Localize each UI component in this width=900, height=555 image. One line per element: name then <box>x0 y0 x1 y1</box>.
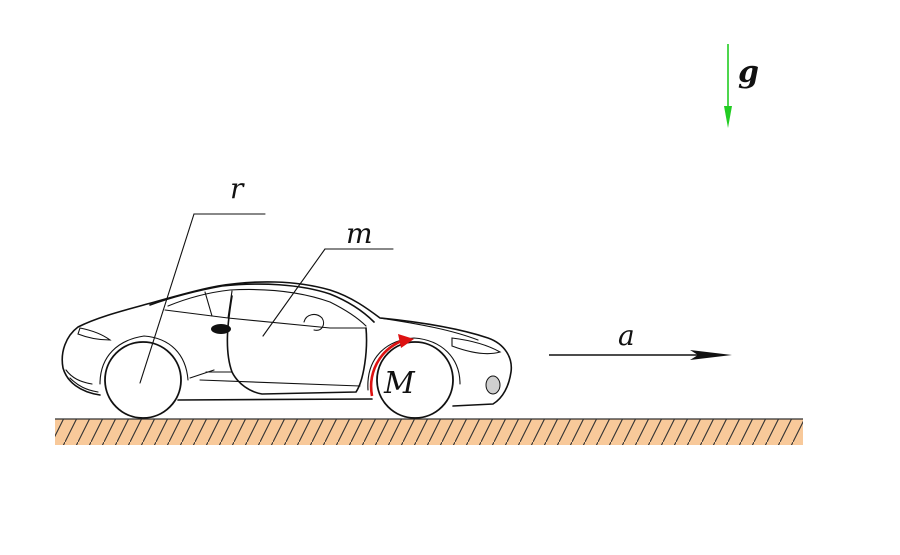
window-rear-pillar <box>204 291 213 317</box>
ground <box>55 418 803 445</box>
door-handle <box>211 324 231 334</box>
mass-label: m <box>346 217 373 250</box>
radius-label: r <box>230 172 245 205</box>
car-door-outline <box>226 295 368 395</box>
rear-wheel <box>104 341 182 419</box>
window-top-line <box>167 288 367 327</box>
window-bottom-line <box>164 309 367 329</box>
roofline <box>149 283 375 323</box>
rear-bumper-detail <box>65 369 99 393</box>
car-underbody <box>177 398 373 401</box>
hood-line <box>379 317 479 341</box>
mass-annotation: m <box>262 217 394 337</box>
moment-arrow-head <box>398 334 414 348</box>
car-body-outline <box>61 281 513 407</box>
fog-light <box>485 375 501 395</box>
rear-wheel-arch <box>99 335 189 385</box>
moment-vector: M <box>369 334 416 401</box>
car <box>61 281 513 419</box>
front-wheel-arch <box>367 337 461 391</box>
acceleration-label: a <box>618 319 635 352</box>
acceleration-vector: a <box>549 319 732 360</box>
acceleration-arrow-head <box>690 350 732 360</box>
side-mirror <box>303 313 325 331</box>
moment-label: M <box>383 366 416 401</box>
rear-taillight <box>77 327 112 341</box>
moment-arrow-arc <box>369 338 405 397</box>
front-wheel <box>376 341 454 419</box>
gravity-arrow-head <box>724 106 732 128</box>
gravity-vector: g <box>724 44 759 128</box>
mass-leader-line <box>262 248 326 337</box>
headlight <box>451 337 502 355</box>
radius-annotation: r <box>139 172 266 384</box>
radius-leader-line <box>139 213 195 384</box>
side-skirt <box>189 369 361 387</box>
gravity-label: g <box>738 55 759 90</box>
ground-hatch <box>55 419 803 445</box>
